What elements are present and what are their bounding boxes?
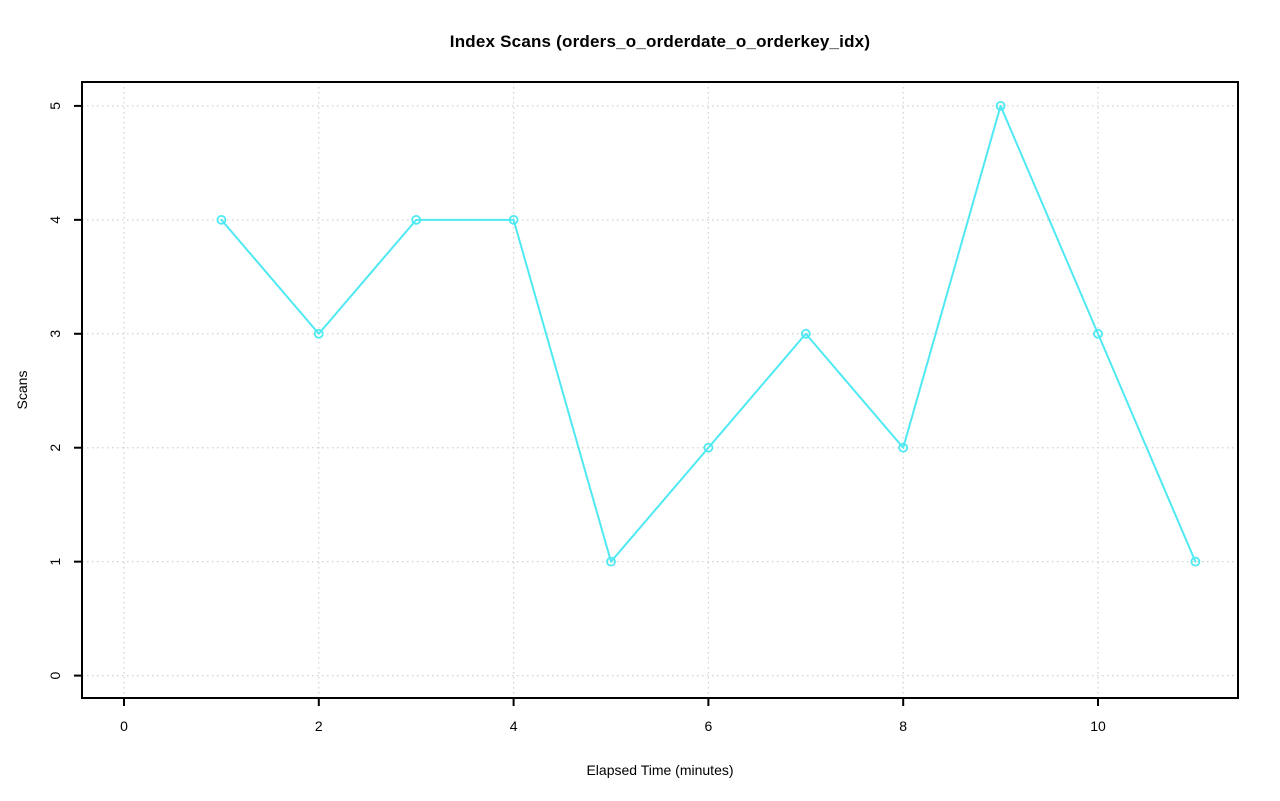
x-axis-title: Elapsed Time (minutes) bbox=[586, 762, 734, 778]
y-tick-label: 5 bbox=[47, 102, 63, 110]
y-tick-label: 2 bbox=[47, 444, 63, 452]
data-point bbox=[1190, 556, 1201, 567]
data-point bbox=[800, 328, 811, 339]
data-point bbox=[898, 442, 909, 453]
x-tick-label: 6 bbox=[705, 718, 713, 734]
data-point bbox=[1093, 328, 1103, 339]
y-tick-label: 3 bbox=[47, 330, 63, 338]
data-point bbox=[606, 556, 616, 567]
x-tick-label: 10 bbox=[1090, 718, 1106, 734]
data-point bbox=[508, 214, 519, 225]
x-tick-label: 2 bbox=[315, 718, 323, 734]
x-tick-label: 4 bbox=[510, 718, 518, 734]
plot-border bbox=[81, 81, 1239, 699]
y-tick-label: 0 bbox=[47, 671, 63, 679]
y-tick-label: 1 bbox=[47, 558, 63, 566]
y-tick-label: 4 bbox=[47, 216, 63, 224]
chart-title: Index Scans (orders_o_orderdate_o_orderk… bbox=[449, 32, 871, 51]
y-axis-title: Scans bbox=[14, 370, 30, 410]
data-point bbox=[313, 328, 324, 339]
data-point bbox=[411, 214, 422, 225]
data-point bbox=[995, 101, 1006, 111]
x-tick-label: 8 bbox=[899, 718, 907, 734]
data-point bbox=[216, 214, 227, 225]
data-point bbox=[703, 442, 714, 453]
x-tick-label: 0 bbox=[120, 718, 128, 734]
series-line bbox=[220, 104, 1197, 563]
